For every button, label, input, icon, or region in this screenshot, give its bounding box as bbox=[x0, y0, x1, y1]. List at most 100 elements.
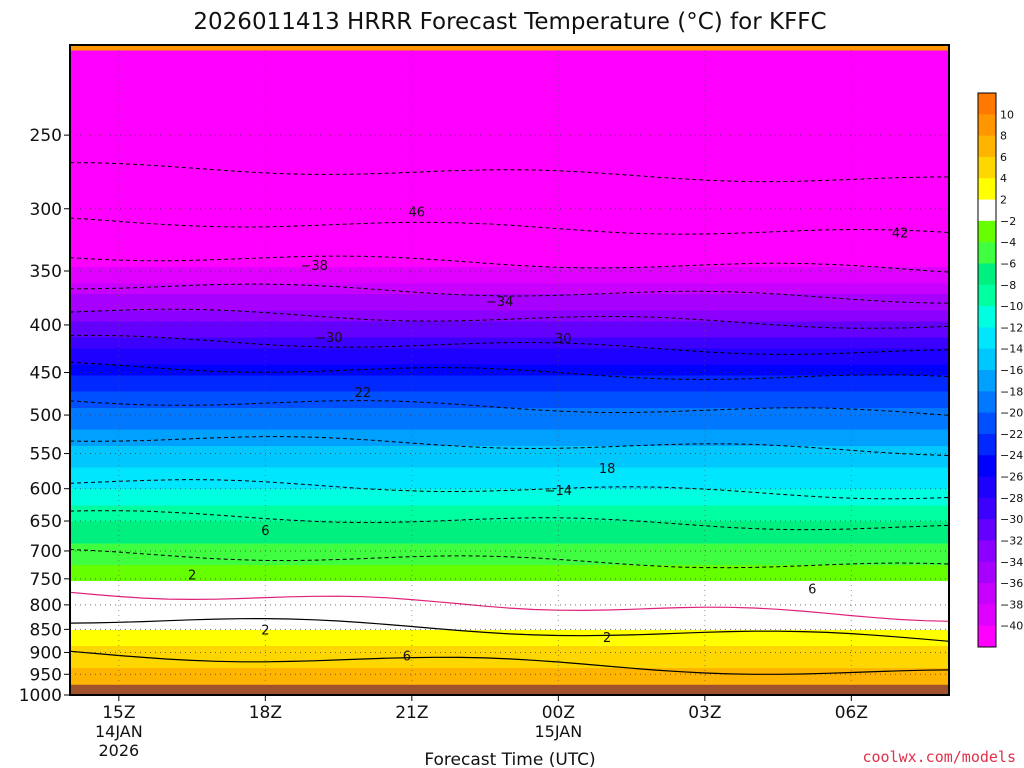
colorbar-swatch bbox=[978, 156, 996, 179]
chart-title: 2026011413 HRRR Forecast Temperature (°C… bbox=[193, 9, 826, 35]
colorbar-swatch bbox=[978, 199, 996, 222]
colorbar-label: −36 bbox=[1000, 577, 1023, 590]
y-tick-label: 850 bbox=[30, 620, 62, 640]
contour-label: 18 bbox=[599, 462, 616, 477]
colorbar-swatch bbox=[978, 476, 996, 499]
contour-label: −34 bbox=[486, 295, 513, 310]
x-date-label: 14JAN bbox=[95, 722, 143, 741]
contour-label: 22 bbox=[355, 386, 372, 401]
y-tick-label: 500 bbox=[30, 406, 62, 426]
colorbar-label: −28 bbox=[1000, 492, 1023, 505]
colorbar-swatch bbox=[978, 327, 996, 350]
colorbar-label: −8 bbox=[1000, 279, 1016, 292]
colorbar-swatch bbox=[978, 455, 996, 478]
colorbar-label: 8 bbox=[1000, 130, 1007, 143]
colorbar-label: −20 bbox=[1000, 407, 1023, 420]
contour-label: 30 bbox=[555, 332, 572, 347]
colorbar-swatch bbox=[978, 625, 996, 648]
colorbar-label: 10 bbox=[1000, 108, 1014, 121]
y-tick-label: 350 bbox=[30, 262, 62, 282]
credit-text: coolwx.com/models bbox=[862, 748, 1016, 766]
contour-labels: 46 42 −38 −34 −30 30 22 18 −14 6 2 6 2 6 2 bbox=[188, 205, 908, 664]
y-tick-label: 800 bbox=[30, 596, 62, 616]
colorbar-label: −12 bbox=[1000, 321, 1023, 334]
contour-lines bbox=[70, 162, 949, 675]
colorbar-swatch bbox=[978, 93, 996, 115]
colorbar-swatch bbox=[978, 519, 996, 541]
contour-label: 2 bbox=[603, 631, 611, 646]
x-tick-label: 06Z bbox=[835, 703, 868, 723]
colorbar-swatch bbox=[978, 178, 996, 201]
colorbar-swatch bbox=[978, 114, 996, 137]
ground-surface bbox=[70, 684, 949, 695]
x-axis-label: Forecast Time (UTC) bbox=[424, 750, 595, 768]
contour-label: −14 bbox=[545, 484, 572, 499]
colorbar-label: −40 bbox=[1000, 620, 1023, 633]
colorbar-label: −2 bbox=[1000, 215, 1016, 228]
freezing-line bbox=[70, 591, 949, 622]
colorbar-label: −22 bbox=[1000, 428, 1023, 441]
contour-label: −30 bbox=[315, 331, 342, 346]
y-tick-label: 450 bbox=[30, 364, 62, 384]
y-tick-label: 550 bbox=[30, 445, 62, 465]
colorbar-label: −26 bbox=[1000, 471, 1023, 484]
contour-label: 42 bbox=[892, 226, 909, 241]
temperature-field bbox=[70, 45, 949, 695]
y-tick-label: 750 bbox=[30, 570, 62, 590]
colorbar-swatch bbox=[978, 370, 996, 392]
colorbar-swatch bbox=[978, 540, 996, 563]
y-tick-label: 700 bbox=[30, 542, 62, 562]
colorbar-swatch bbox=[978, 348, 996, 371]
contour-label: −38 bbox=[300, 259, 327, 274]
grid-lines bbox=[70, 45, 949, 695]
colorbar-label: 2 bbox=[1000, 194, 1007, 207]
colorbar-swatch bbox=[978, 306, 996, 328]
colorbar-swatch bbox=[978, 604, 996, 627]
colorbar-label: −6 bbox=[1000, 257, 1016, 270]
colorbar-label: −4 bbox=[1000, 236, 1016, 249]
colorbar-label: −16 bbox=[1000, 364, 1023, 377]
colorbar-swatch bbox=[978, 561, 996, 584]
isotherm-solid bbox=[70, 650, 949, 675]
contour-label: 2 bbox=[261, 623, 269, 638]
colorbar-label: −14 bbox=[1000, 343, 1023, 356]
y-tick-label: 650 bbox=[30, 512, 62, 532]
colorbar-frame bbox=[977, 92, 997, 648]
contour-label: 6 bbox=[808, 582, 816, 597]
colorbar-swatch bbox=[978, 412, 996, 435]
colorbar-label: −10 bbox=[1000, 300, 1023, 313]
x-date-label: 15JAN bbox=[534, 722, 582, 741]
contour-label: 6 bbox=[403, 650, 411, 665]
colorbar-label: −34 bbox=[1000, 556, 1023, 569]
colorbar-swatch bbox=[978, 220, 996, 243]
colorbar-swatch bbox=[978, 263, 996, 286]
y-tick-label: 1000 bbox=[19, 686, 62, 706]
colorbar-swatch bbox=[978, 135, 996, 158]
colorbar-swatch bbox=[978, 391, 996, 414]
colorbar-label: −30 bbox=[1000, 513, 1023, 526]
colorbar-swatch bbox=[978, 583, 996, 605]
colorbar-label: −32 bbox=[1000, 534, 1023, 547]
colorbar-swatch bbox=[978, 284, 996, 307]
contour-label: 2 bbox=[188, 568, 196, 583]
colorbar-swatch bbox=[978, 497, 996, 520]
x-year-label: 2026 bbox=[98, 741, 139, 760]
colorbar-label: 6 bbox=[1000, 151, 1007, 164]
colorbar-label: 4 bbox=[1000, 172, 1007, 185]
contour-label: 46 bbox=[408, 205, 425, 220]
x-tick-label: 18Z bbox=[249, 703, 282, 723]
colorbar-label: −24 bbox=[1000, 449, 1023, 462]
y-tick-label: 400 bbox=[30, 316, 62, 336]
colorbar-label: −38 bbox=[1000, 598, 1023, 611]
plot-area: 46 42 −38 −34 −30 30 22 18 −14 6 2 6 2 6 2 bbox=[69, 44, 950, 696]
contour-label: 6 bbox=[261, 524, 269, 539]
y-tick-label: 250 bbox=[30, 126, 62, 146]
y-tick-label: 300 bbox=[30, 200, 62, 220]
x-tick-label: 03Z bbox=[688, 703, 721, 723]
colorbar-label: −18 bbox=[1000, 385, 1023, 398]
x-tick-label: 15Z bbox=[102, 703, 135, 723]
y-tick-label: 900 bbox=[30, 643, 62, 663]
colorbar-swatch bbox=[978, 242, 996, 264]
